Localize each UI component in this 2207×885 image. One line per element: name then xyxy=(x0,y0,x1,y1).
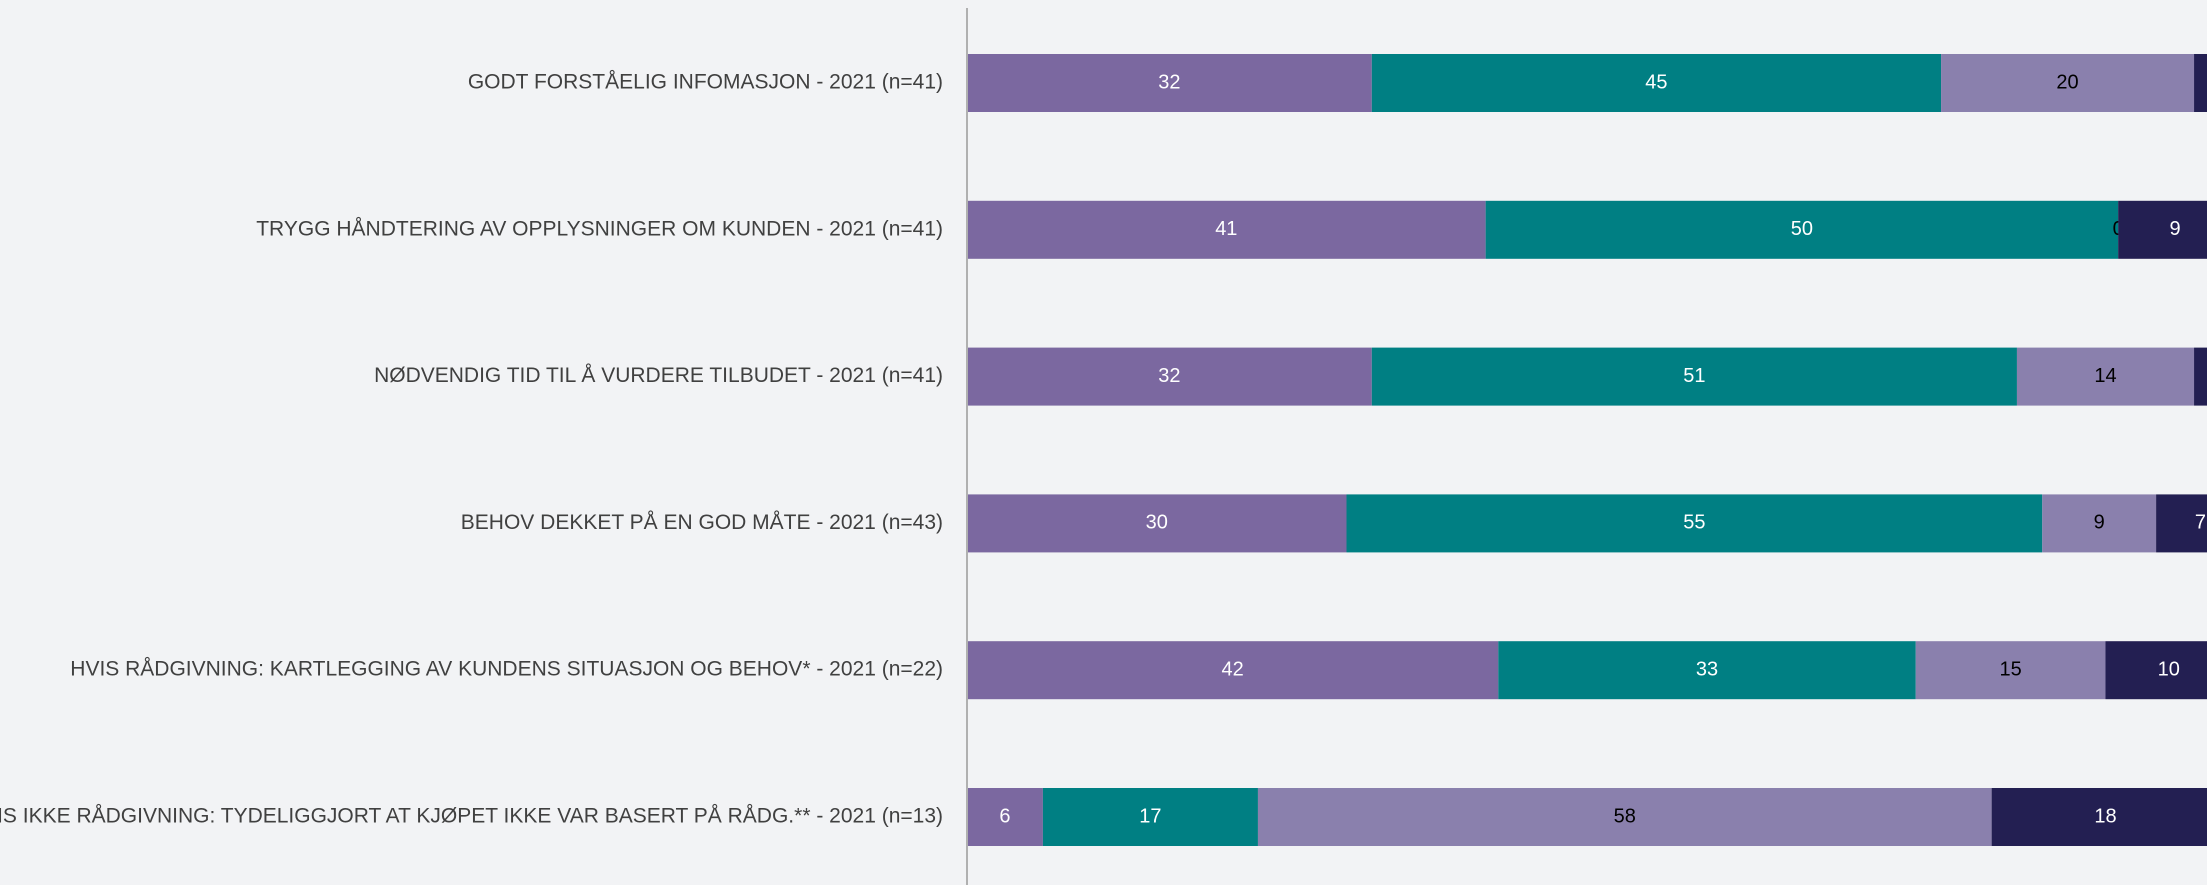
bar-segment xyxy=(2118,200,2207,259)
bar-segment xyxy=(967,347,1372,406)
value-label: 55 xyxy=(1683,512,1705,534)
value-label: 32 xyxy=(1158,71,1180,93)
value-label: 51 xyxy=(1683,365,1705,387)
bar-segment xyxy=(967,641,1499,700)
bar-segment xyxy=(1485,200,2119,259)
bar-segment xyxy=(1371,347,2017,406)
bar-segment xyxy=(1991,788,2207,846)
category-label: BEHOV DEKKET PÅ EN GOD MÅTE - 2021 (n=43… xyxy=(461,511,943,534)
category-label: NØDVENDIG TID TIL Å VURDERE TILBUDET - 2… xyxy=(374,364,943,387)
value-label: 41 xyxy=(1215,218,1237,240)
value-label: 42 xyxy=(1222,658,1244,680)
value-label: 45 xyxy=(1645,71,1667,93)
value-label: 17 xyxy=(1139,805,1161,827)
bar-segment xyxy=(2105,641,2207,700)
bar-segment xyxy=(2042,494,2157,553)
bar-segment xyxy=(1346,494,2043,553)
bar-segment xyxy=(967,494,1347,553)
bar-segment xyxy=(967,788,1043,846)
value-label: 50 xyxy=(1791,218,1813,240)
value-label: 18 xyxy=(2094,805,2116,827)
bar-segment xyxy=(1257,788,1992,846)
bar-segment xyxy=(2194,54,2207,112)
bar-segment xyxy=(2156,494,2207,553)
value-label: 7 xyxy=(2195,512,2206,534)
value-label: 32 xyxy=(1158,365,1180,387)
category-label: GODT FORSTÅELIG INFOMASJON - 2021 (n=41) xyxy=(468,71,943,94)
bar-segment xyxy=(1042,788,1258,846)
bar-segment xyxy=(2194,347,2207,406)
value-label: 9 xyxy=(2094,512,2105,534)
value-label: 9 xyxy=(2170,218,2181,240)
category-label: HVIS IKKE RÅDGIVNING: TYDELIGGJORT AT KJ… xyxy=(0,805,943,828)
bar-segment xyxy=(2016,347,2195,406)
value-label: 15 xyxy=(2000,658,2022,680)
value-label: 33 xyxy=(1696,658,1718,680)
bar-segment xyxy=(1941,54,2195,112)
value-label: 58 xyxy=(1614,805,1636,827)
category-label: HVIS RÅDGIVNING: KARTLEGGING AV KUNDENS … xyxy=(70,658,943,681)
bar-segment xyxy=(967,54,1372,112)
category-label: TRYGG HÅNDTERING AV OPPLYSNINGER OM KUND… xyxy=(256,217,943,240)
bar-segment xyxy=(967,200,1486,259)
value-label: 6 xyxy=(999,805,1010,827)
value-label: 20 xyxy=(2056,71,2078,93)
value-label: 10 xyxy=(2158,658,2180,680)
value-label: 30 xyxy=(1146,512,1168,534)
bar-segment xyxy=(1371,54,1942,112)
bar-segment xyxy=(1915,641,2106,700)
bar-segment xyxy=(1498,641,1916,700)
value-label: 14 xyxy=(2094,365,2116,387)
